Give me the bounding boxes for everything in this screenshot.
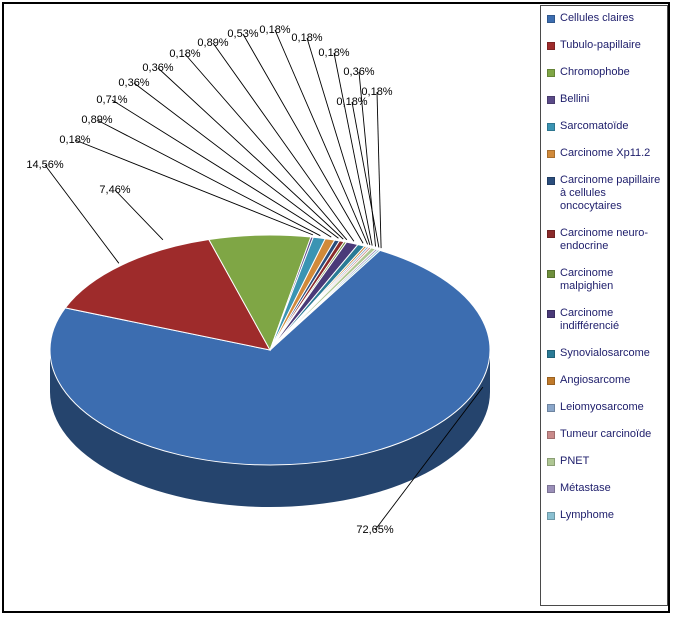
legend-item: Métastase <box>547 482 663 495</box>
legend-label: Tubulo-papillaire <box>560 39 641 52</box>
legend-item: Carcinome malpighien <box>547 267 663 293</box>
swatch-icon <box>547 458 555 466</box>
legend-label: Carcinome Xp11.2 <box>560 147 650 160</box>
legend-label: Bellini <box>560 93 589 106</box>
legend-item: Carcinome indifférencié <box>547 307 663 333</box>
swatch-icon <box>547 96 555 104</box>
legend-item: Synovialosarcome <box>547 347 663 360</box>
pie-data-label: 0,36% <box>142 62 173 74</box>
legend-item: Bellini <box>547 93 663 106</box>
legend-label: Tumeur carcinoïde <box>560 428 651 441</box>
legend-item: Cellules claires <box>547 12 663 25</box>
legend-item: Chromophobe <box>547 66 663 79</box>
legend-label: Lymphome <box>560 509 614 522</box>
legend-item: Tubulo-papillaire <box>547 39 663 52</box>
pie-data-label: 0,18% <box>361 86 392 98</box>
legend-label: Synovialosarcome <box>560 347 650 360</box>
swatch-icon <box>547 431 555 439</box>
pie-data-label: 0,89% <box>197 37 228 49</box>
swatch-icon <box>547 485 555 493</box>
legend-label: Angiosarcome <box>560 374 630 387</box>
pie-data-label: 0,18% <box>291 32 322 44</box>
pie-data-label: 7,46% <box>99 184 130 196</box>
legend-item: Carcinome Xp11.2 <box>547 147 663 160</box>
legend-box: Cellules claires Tubulo-papillaire Chrom… <box>540 5 668 606</box>
swatch-icon <box>547 310 555 318</box>
pie-data-label: 0,18% <box>59 134 90 146</box>
legend-label: Carcinome papillaire à cellules oncocyta… <box>560 174 663 213</box>
swatch-icon <box>547 404 555 412</box>
pie-data-label: 0,53% <box>227 28 258 40</box>
legend-item: Sarcomatoïde <box>547 120 663 133</box>
pie-data-label: 0,89% <box>81 114 112 126</box>
swatch-icon <box>547 350 555 358</box>
swatch-icon <box>547 69 555 77</box>
legend-label: Carcinome neuro-endocrine <box>560 227 663 253</box>
swatch-icon <box>547 150 555 158</box>
pie-data-label: 0,36% <box>343 66 374 78</box>
legend-label: PNET <box>560 455 589 468</box>
swatch-icon <box>547 377 555 385</box>
swatch-icon <box>547 177 555 185</box>
pie-svg <box>0 0 538 613</box>
pie-data-label: 0,18% <box>169 48 200 60</box>
legend-item: Tumeur carcinoïde <box>547 428 663 441</box>
legend-item: Carcinome papillaire à cellules oncocyta… <box>547 174 663 213</box>
pie-chart: 72,65%14,56%7,46%0,18%0,89%0,71%0,36%0,3… <box>0 0 538 613</box>
legend-item: Lymphome <box>547 509 663 522</box>
swatch-icon <box>547 270 555 278</box>
legend-label: Chromophobe <box>560 66 630 79</box>
legend-label: Carcinome indifférencié <box>560 307 663 333</box>
legend-label: Métastase <box>560 482 611 495</box>
swatch-icon <box>547 512 555 520</box>
pie-data-label: 0,36% <box>118 77 149 89</box>
pie-data-label: 0,71% <box>96 94 127 106</box>
pie-data-label: 14,56% <box>26 159 63 171</box>
swatch-icon <box>547 42 555 50</box>
swatch-icon <box>547 230 555 238</box>
legend-label: Sarcomatoïde <box>560 120 628 133</box>
legend-label: Carcinome malpighien <box>560 267 663 293</box>
legend-item: Leiomyosarcome <box>547 401 663 414</box>
swatch-icon <box>547 15 555 23</box>
legend-item: Carcinome neuro-endocrine <box>547 227 663 253</box>
pie-data-label: 0,18% <box>259 24 290 36</box>
swatch-icon <box>547 123 555 131</box>
pie-data-label: 0,18% <box>318 47 349 59</box>
pie-data-label: 72,65% <box>356 524 393 536</box>
legend-label: Leiomyosarcome <box>560 401 644 414</box>
legend-item: PNET <box>547 455 663 468</box>
legend-label: Cellules claires <box>560 12 634 25</box>
legend-item: Angiosarcome <box>547 374 663 387</box>
